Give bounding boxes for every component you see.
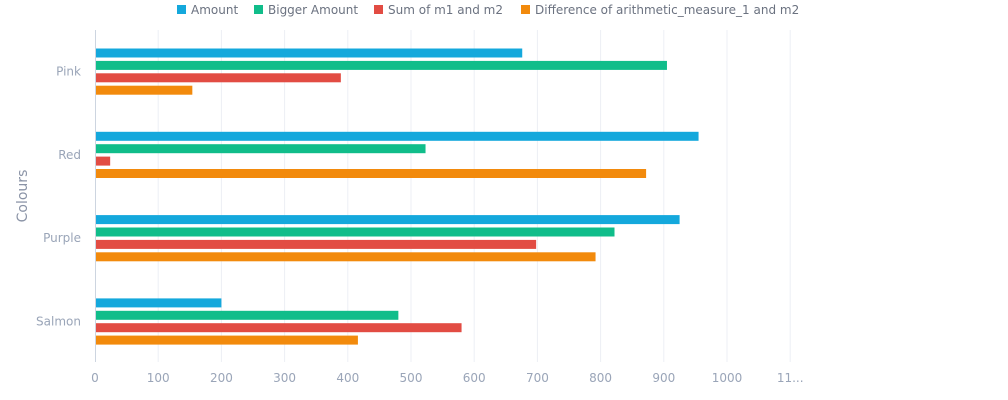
bar <box>95 298 222 308</box>
bar <box>95 85 193 95</box>
x-tick-label: 800 <box>589 371 612 385</box>
legend-item[interactable]: Difference of arithmetic_measure_1 and m… <box>521 3 799 17</box>
bar <box>95 169 647 178</box>
x-tick-label: 11... <box>777 371 804 385</box>
bar <box>95 239 537 249</box>
bar <box>95 60 667 70</box>
legend-swatch <box>521 5 530 14</box>
bar <box>95 335 358 345</box>
legend: Amount Bigger Amount Sum of m1 and m2 Diffe… <box>177 3 799 17</box>
legend-swatch <box>374 5 383 14</box>
bar <box>95 156 111 166</box>
bar <box>95 310 399 320</box>
x-tick-label: 400 <box>336 371 359 385</box>
x-tick-label: 200 <box>210 371 233 385</box>
y-axis-title: Colours <box>15 170 31 223</box>
gridlines <box>157 30 791 362</box>
legend-item[interactable]: Bigger Amount <box>254 3 358 17</box>
y-tick-label: Purple <box>43 231 81 245</box>
x-tick-label: 900 <box>652 371 675 385</box>
bar <box>95 131 699 141</box>
legend-item[interactable]: Amount <box>177 3 238 17</box>
x-tick-labels: 0 100 200 300 400 500 600 700 800 900 1000 11... <box>91 371 803 385</box>
bar <box>95 215 680 225</box>
x-tick-label: 100 <box>147 371 170 385</box>
bars <box>95 48 699 345</box>
bar <box>95 48 523 58</box>
x-tick-label: 600 <box>463 371 486 385</box>
y-tick-label: Red <box>58 148 81 162</box>
legend-swatch <box>177 5 186 14</box>
x-tick-label: 1000 <box>712 371 743 385</box>
x-tick-label: 500 <box>400 371 423 385</box>
legend-swatch <box>254 5 263 14</box>
bar <box>95 144 426 154</box>
y-tick-label: Salmon <box>36 315 81 329</box>
legend-label: Bigger Amount <box>268 3 358 17</box>
legend-label: Amount <box>191 3 238 17</box>
x-tick-label: 0 <box>91 371 99 385</box>
y-tick-labels: Pink Red Purple Salmon <box>36 65 81 329</box>
legend-label: Sum of m1 and m2 <box>388 3 503 17</box>
legend-label: Difference of arithmetic_measure_1 and m… <box>535 3 799 17</box>
x-tick-label: 700 <box>526 371 549 385</box>
bar <box>95 73 341 83</box>
legend-item[interactable]: Sum of m1 and m2 <box>374 3 503 17</box>
bar <box>95 252 596 262</box>
bar <box>95 323 462 333</box>
y-tick-label: Pink <box>56 65 81 79</box>
bar <box>95 227 615 237</box>
x-tick-label: 300 <box>273 371 296 385</box>
